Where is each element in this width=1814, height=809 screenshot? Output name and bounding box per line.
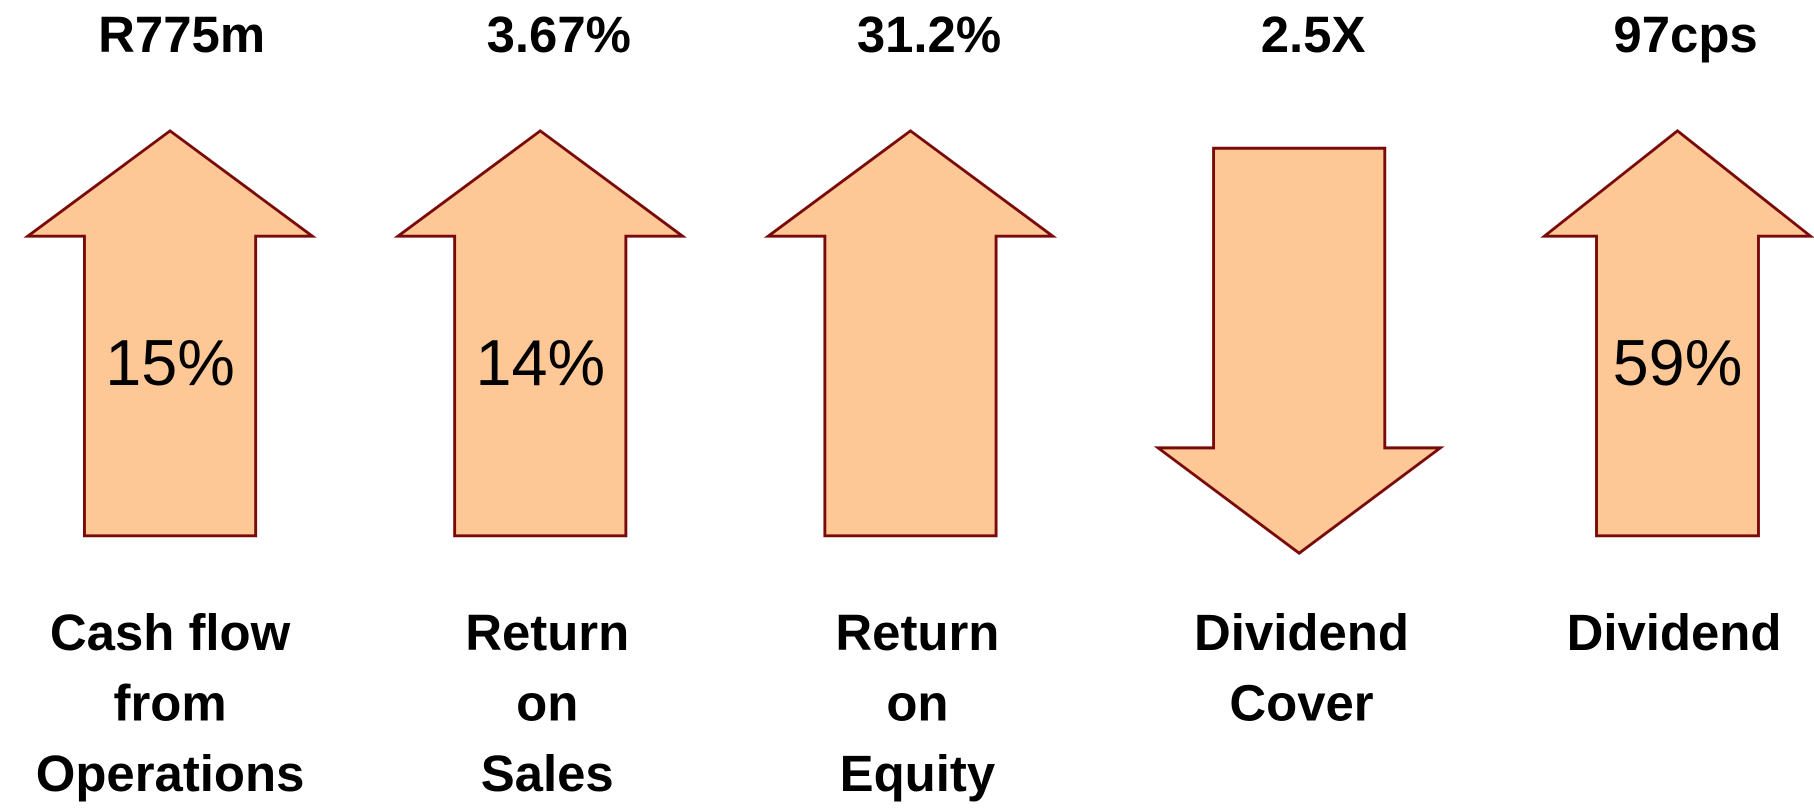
arrow-up [393, 129, 687, 538]
metric-value: 31.2% [857, 6, 1001, 63]
change-label: 59% [1613, 326, 1743, 399]
metric-label: Dividend [1194, 604, 1409, 661]
metric-label: Dividend [1567, 604, 1782, 661]
change-label: 14% [475, 326, 605, 399]
metric-value: 97cps [1613, 6, 1757, 63]
arrow-down [1153, 146, 1445, 555]
change-label: 15% [105, 326, 235, 399]
metric-label: Return [465, 604, 629, 661]
metric-label: Cover [1229, 674, 1373, 731]
metric-label: from [114, 674, 227, 731]
metric-label: Return [835, 604, 999, 661]
metric-label: Sales [481, 745, 614, 802]
metric-value: R775m [98, 6, 265, 63]
arrow-up [23, 129, 317, 538]
metric-value: 3.67% [487, 6, 631, 63]
metric-label: on [516, 674, 578, 731]
metric-label: Cash flow [50, 604, 291, 661]
metric-label: Operations [36, 745, 305, 802]
metric-label: on [886, 674, 948, 731]
arrow-up [763, 129, 1058, 538]
metric-value: 2.5X [1261, 6, 1366, 63]
arrow-up [1540, 129, 1814, 538]
metric-label: Equity [840, 745, 996, 802]
